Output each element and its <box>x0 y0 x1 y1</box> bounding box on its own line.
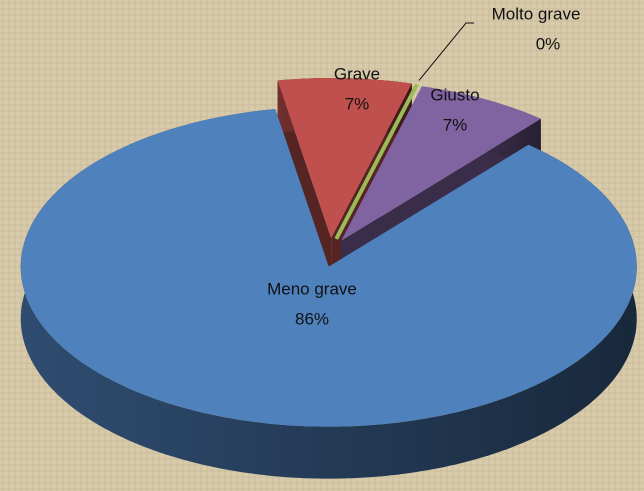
data-label-value: 7% <box>443 115 468 134</box>
slice-top <box>341 86 541 241</box>
data-label-value: 7% <box>345 94 370 113</box>
slice <box>20 109 637 479</box>
data-label-category: Giusto <box>430 85 479 104</box>
slice-top <box>334 83 419 240</box>
data-label-category: Meno grave <box>267 279 357 298</box>
data-label-category: Grave <box>334 64 380 83</box>
slice-top <box>277 78 412 238</box>
slice-top <box>20 109 637 427</box>
labels: Grave 7% Molto grave 0% Giusto 7% Meno grave 86… <box>267 4 580 328</box>
pie <box>20 78 637 479</box>
data-label-value: 0% <box>536 34 561 53</box>
slice <box>334 83 419 240</box>
data-label-category: Molto grave <box>492 4 581 23</box>
data-label-value: 86% <box>295 309 329 328</box>
leader-line <box>418 22 474 81</box>
